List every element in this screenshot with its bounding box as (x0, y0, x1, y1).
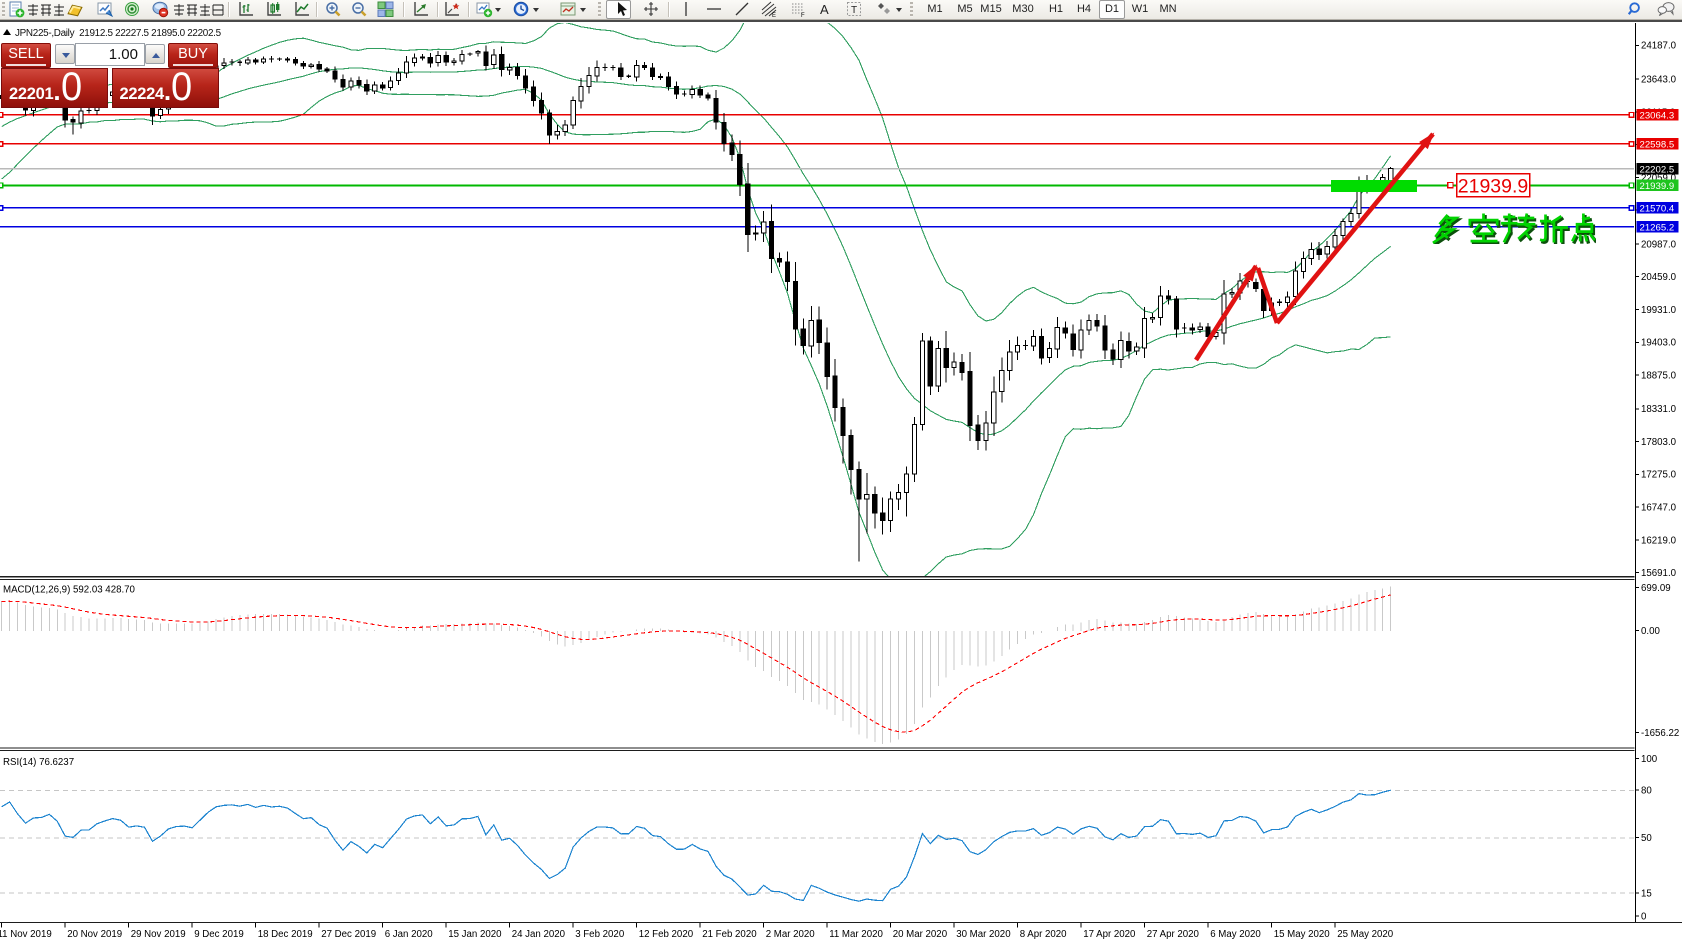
svg-text:16747.0: 16747.0 (1641, 503, 1677, 514)
svg-text:20 Nov 2019: 20 Nov 2019 (67, 929, 122, 940)
svg-text:25 May 2020: 25 May 2020 (1337, 929, 1394, 940)
svg-text:15691.0: 15691.0 (1641, 568, 1677, 579)
svg-text:22202.5: 22202.5 (1640, 164, 1675, 175)
svg-text:21939.9: 21939.9 (1458, 175, 1529, 197)
svg-text:15: 15 (1641, 889, 1652, 900)
svg-text:18 Dec 2019: 18 Dec 2019 (258, 929, 313, 940)
svg-text:MACD(12,26,9) 592.03 428.70: MACD(12,26,9) 592.03 428.70 (3, 585, 136, 596)
svg-text:23643.0: 23643.0 (1641, 75, 1677, 86)
svg-text:80: 80 (1641, 786, 1652, 797)
svg-text:21570.4: 21570.4 (1640, 204, 1675, 215)
svg-text:T: T (851, 5, 857, 16)
svg-text:9 Dec 2019: 9 Dec 2019 (194, 929, 244, 940)
svg-text:F: F (801, 13, 805, 18)
svg-text:12 Feb 2020: 12 Feb 2020 (639, 929, 694, 940)
svg-text:27 Dec 2019: 27 Dec 2019 (321, 929, 376, 940)
svg-text:2 Mar 2020: 2 Mar 2020 (766, 929, 816, 940)
svg-text:-1656.22: -1656.22 (1641, 728, 1679, 739)
svg-text:19931.0: 19931.0 (1641, 305, 1677, 316)
svg-text:22598.5: 22598.5 (1640, 140, 1675, 151)
svg-text:16219.0: 16219.0 (1641, 535, 1677, 546)
svg-text:24187.0: 24187.0 (1641, 41, 1677, 52)
svg-text:3 Feb 2020: 3 Feb 2020 (575, 929, 625, 940)
svg-text:17 Apr 2020: 17 Apr 2020 (1083, 929, 1136, 940)
svg-text:11 Nov 2019: 11 Nov 2019 (0, 929, 52, 940)
svg-text:15 Jan 2020: 15 Jan 2020 (448, 929, 502, 940)
svg-text:20459.0: 20459.0 (1641, 272, 1677, 283)
svg-text:E: E (772, 13, 776, 18)
svg-text:50: 50 (1641, 833, 1652, 844)
svg-text:19403.0: 19403.0 (1641, 338, 1677, 349)
svg-text:22059.0: 22059.0 (1641, 173, 1677, 184)
svg-text:30 Mar 2020: 30 Mar 2020 (956, 929, 1011, 940)
svg-text:0.00: 0.00 (1641, 626, 1660, 637)
svg-text:23064.3: 23064.3 (1640, 110, 1675, 121)
svg-text:24 Jan 2020: 24 Jan 2020 (512, 929, 566, 940)
svg-text:0: 0 (1641, 912, 1647, 923)
svg-text:27 Apr 2020: 27 Apr 2020 (1147, 929, 1200, 940)
svg-text:RSI(14) 76.6237: RSI(14) 76.6237 (3, 757, 74, 768)
svg-text:18331.0: 18331.0 (1641, 404, 1677, 415)
svg-text:17803.0: 17803.0 (1641, 437, 1677, 448)
svg-text:20 Mar 2020: 20 Mar 2020 (893, 929, 948, 940)
svg-text:21 Feb 2020: 21 Feb 2020 (702, 929, 757, 940)
svg-text:11 Mar 2020: 11 Mar 2020 (829, 929, 883, 940)
svg-text:6 May 2020: 6 May 2020 (1210, 929, 1261, 940)
svg-text:29 Nov 2019: 29 Nov 2019 (131, 929, 186, 940)
svg-text:699.09: 699.09 (1641, 583, 1671, 594)
svg-text:17275.0: 17275.0 (1641, 470, 1677, 481)
svg-text:21265.2: 21265.2 (1640, 222, 1675, 233)
svg-text:8 Apr 2020: 8 Apr 2020 (1020, 929, 1067, 940)
svg-text:20987.0: 20987.0 (1641, 239, 1677, 250)
svg-text:15 May 2020: 15 May 2020 (1274, 929, 1331, 940)
svg-text:100: 100 (1641, 754, 1658, 765)
svg-text:18875.0: 18875.0 (1641, 370, 1677, 381)
svg-text:6 Jan 2020: 6 Jan 2020 (385, 929, 434, 940)
svg-text:21939.9: 21939.9 (1640, 181, 1675, 192)
